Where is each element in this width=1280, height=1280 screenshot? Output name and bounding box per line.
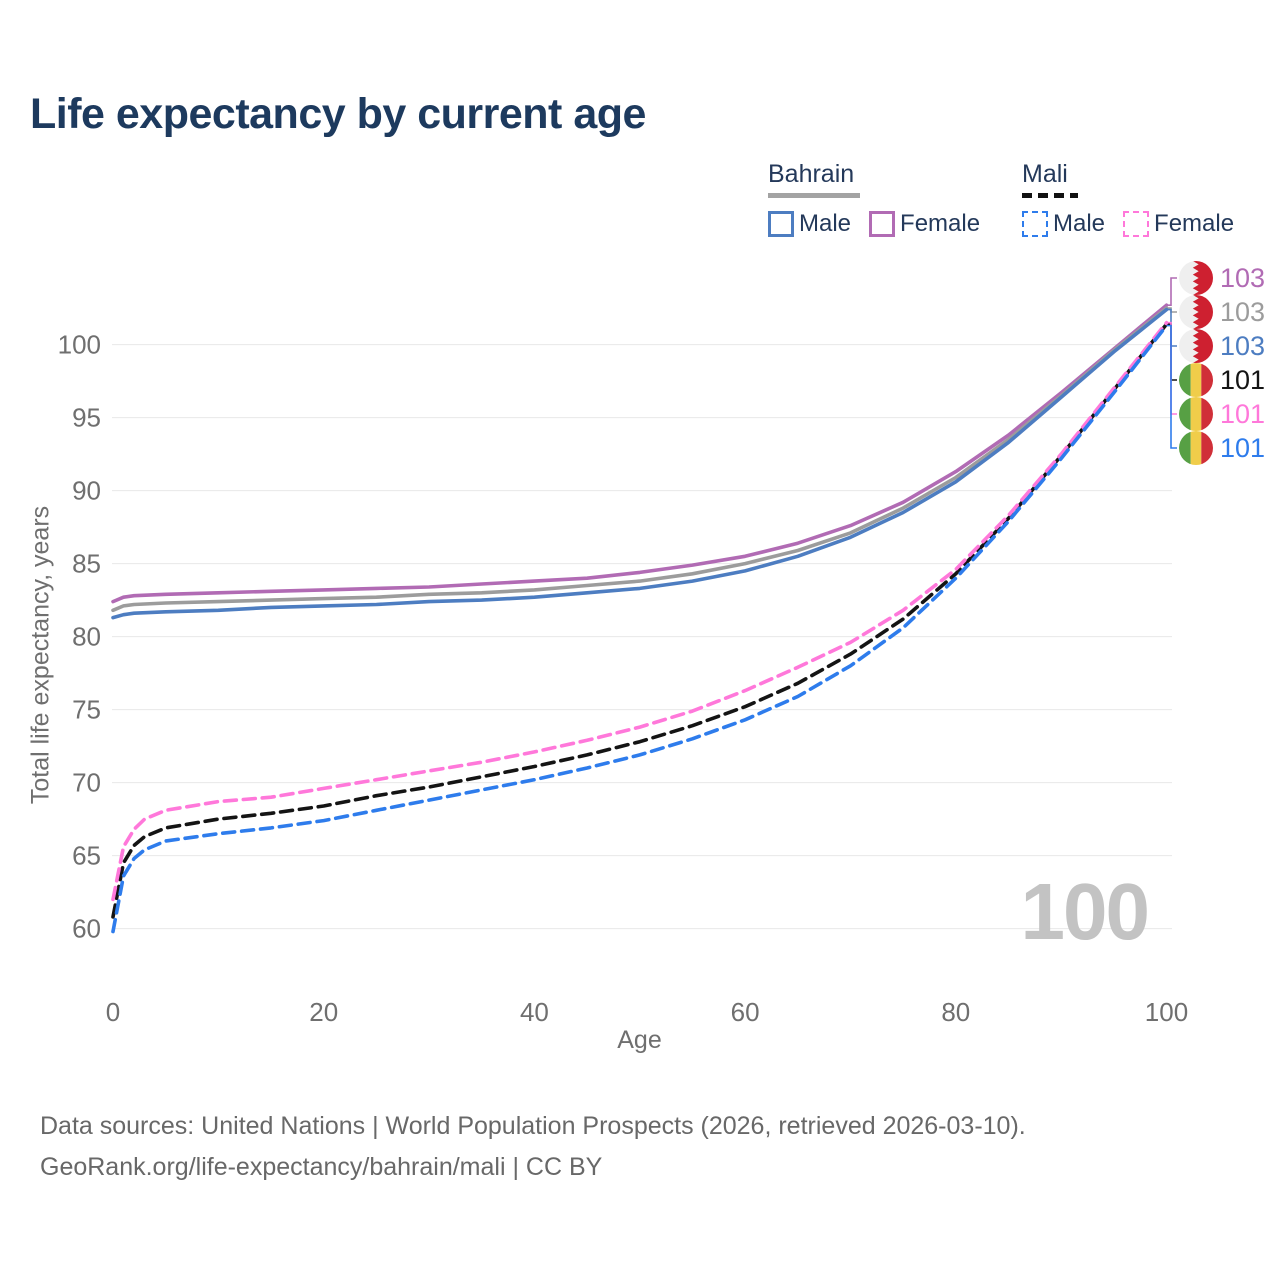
x-tick-0: 0 [106,997,120,1027]
y-tick-80: 80 [72,622,101,652]
age-watermark: 100 [1020,867,1150,956]
x-tick-100: 100 [1145,997,1188,1027]
bahrain-female-swatch [869,211,896,237]
legend-country-bahrain[interactable]: Bahrain [768,160,855,188]
y-tick-85: 85 [72,549,101,579]
end-label-value: 103 [1220,330,1266,361]
end-label-row-mali-male: 101 [1179,431,1265,465]
end-label-row-mali-female: 101 [1179,397,1265,431]
end-label-value: 101 [1220,398,1266,429]
mali-male-label: Male [1053,210,1106,237]
y-tick-95: 95 [72,403,101,433]
footer-source-line: Data sources: United Nations | World Pop… [40,1112,1026,1140]
end-label-value: 103 [1220,296,1266,327]
legend-group-bahrain: Bahrain Male Female [768,160,980,238]
bahrain-flag-icon [1179,295,1213,329]
y-tick-70: 70 [72,768,101,798]
page-title: Life expectancy by current age [30,90,646,138]
series-line-mali-female[interactable] [111,320,1169,902]
leader-line-5 [1166,324,1177,449]
end-label-row-bahrain-male: 103 [1179,329,1265,363]
series-line-mali-both-sexes[interactable] [111,322,1169,919]
end-label-row-bahrain-female: 103 [1179,261,1265,295]
legend-item-mali-female[interactable]: Female [1123,210,1234,238]
y-tick-90: 90 [72,476,101,506]
bahrain-male-label: Male [799,210,852,237]
mali-flag-icon [1179,397,1213,431]
legend-item-bahrain-male[interactable]: Male [768,210,851,238]
y-axis-title: Total life expectancy, years [26,505,55,805]
x-axis-title: Age [617,1026,662,1054]
mali-male-swatch [1022,211,1048,237]
mali-dashed-line-swatch [1022,193,1078,198]
series-line-mali-male[interactable] [111,323,1169,934]
legend-group-mali: Mali Male Female [1022,160,1234,238]
bahrain-female-label: Female [900,210,981,237]
bahrain-solid-line-swatch [768,193,860,198]
end-label-row-mali-both-sexes: 101 [1179,363,1265,397]
bahrain-flag-icon [1179,261,1213,295]
mali-flag-icon [1179,363,1213,397]
y-tick-65: 65 [72,841,101,871]
bahrain-flag-icon [1179,329,1213,363]
leader-line-0 [1166,277,1177,306]
y-tick-100: 100 [58,330,101,360]
y-tick-60: 60 [72,914,101,944]
mali-female-label: Female [1154,210,1235,237]
legend-item-bahrain-female[interactable]: Female [869,210,980,238]
x-tick-60: 60 [731,997,760,1027]
bahrain-male-swatch [768,211,794,237]
footer-attribution-line: GeoRank.org/life-expectancy/bahrain/mali… [40,1153,603,1181]
series-line-bahrain-female[interactable] [111,303,1169,604]
x-tick-20: 20 [309,997,338,1027]
mali-flag-icon [1179,431,1213,465]
end-label-value: 101 [1220,432,1266,463]
mali-female-swatch [1123,211,1150,237]
legend-item-mali-male[interactable]: Male [1022,210,1105,238]
chart-footer: Data sources: United Nations | World Pop… [40,1106,1026,1188]
x-tick-40: 40 [520,997,549,1027]
x-tick-80: 80 [941,997,970,1027]
end-label-row-bahrain-both-sexes: 103 [1179,295,1265,329]
y-tick-75: 75 [72,695,101,725]
end-label-value: 103 [1220,262,1266,293]
end-label-value: 101 [1220,364,1266,395]
series-line-bahrain-male[interactable] [111,307,1169,620]
legend-country-mali[interactable]: Mali [1022,160,1068,188]
series-line-bahrain-both-sexes[interactable] [111,306,1169,613]
